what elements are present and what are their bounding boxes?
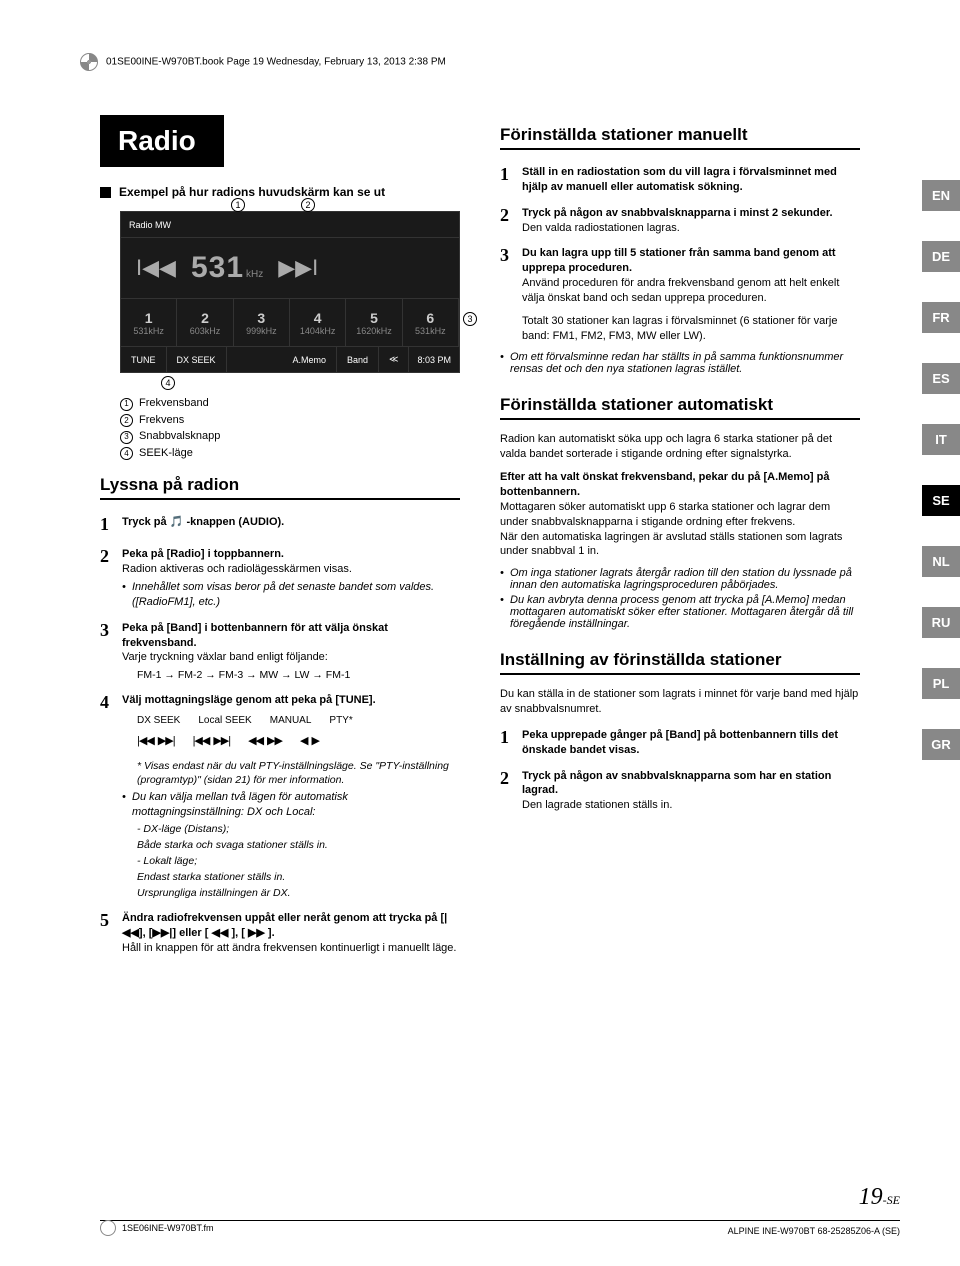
legend-item: 2Frekvens	[120, 412, 460, 429]
preset-2: 2603kHz	[177, 299, 233, 346]
rs-amemo: A.Memo	[283, 347, 338, 372]
page-title: Radio	[100, 115, 224, 167]
pa-p1: Radion kan automatiskt söka upp och lagr…	[500, 432, 860, 462]
tp-s1: Peka upprepade gånger på [Band] på botte…	[522, 725, 860, 758]
pm-step3: Du kan lagra upp till 5 stationer från s…	[522, 243, 860, 305]
legend-item: 4SEEK-läge	[120, 445, 460, 462]
preset-5: 51620kHz	[346, 299, 402, 346]
callout-2: 2	[301, 198, 315, 212]
page-number: 19-SE	[859, 1184, 900, 1211]
rs-time: 8:03 PM	[409, 355, 459, 365]
rs-dxseek: DX SEEK	[167, 347, 227, 372]
seek-mode: Local SEEK	[198, 714, 251, 728]
preset-1: 1531kHz	[121, 299, 177, 346]
footer-left: 1SE06INE-W970BT.fm	[100, 1220, 214, 1236]
callout-4: 4	[161, 376, 175, 390]
rs-band-btn: Band	[337, 347, 379, 372]
pm-step2: Tryck på någon av snabbvalsknapparna i m…	[522, 203, 860, 236]
callout-3: 3	[463, 312, 477, 326]
preset-3: 3999kHz	[234, 299, 290, 346]
lang-tab-nl[interactable]: NL	[922, 546, 960, 577]
callout-1: 1	[231, 198, 245, 212]
section-preset-manual: Förinställda stationer manuellt	[500, 125, 860, 150]
lang-tab-es[interactable]: ES	[922, 363, 960, 394]
legend-item: 1Frekvensband	[120, 395, 460, 412]
section-preset-auto: Förinställda stationer automatiskt	[500, 395, 860, 420]
footer-right: ALPINE INE-W970BT 68-25285Z06-A (SE)	[728, 1226, 900, 1236]
lang-tab-ru[interactable]: RU	[922, 607, 960, 638]
lang-tab-fr[interactable]: FR	[922, 302, 960, 333]
skip-fwd-icon: ▶▶I	[278, 255, 318, 281]
step4: Välj mottagningsläge genom att peka på […	[122, 690, 460, 900]
pa-n2: Du kan avbryta denna process genom att t…	[500, 594, 860, 630]
rs-freq: 531	[191, 251, 244, 284]
rs-band: Radio MW	[129, 220, 171, 230]
pm-tail: Totalt 30 stationer kan lagras i förvals…	[522, 314, 860, 344]
tp-s2: Tryck på någon av snabbvalsknapparna som…	[522, 766, 860, 814]
radio-screen-mock: 1 2 3 4 Radio MW I◀◀ 531kHz ▶▶I 1531kHz2…	[120, 211, 460, 373]
lang-tab-it[interactable]: IT	[922, 424, 960, 455]
lang-tab-se[interactable]: SE	[922, 485, 960, 516]
lang-tab-de[interactable]: DE	[922, 241, 960, 272]
tp-p1: Du kan ställa in de stationer som lagrat…	[500, 687, 860, 717]
step3: Peka på [Band] i bottenbannern för att v…	[122, 618, 460, 683]
step5: Ändra radiofrekvensen uppåt eller neråt …	[122, 908, 460, 956]
pa-n1: Om inga stationer lagrats återgår radion…	[500, 567, 860, 591]
intro-text: Exempel på hur radions huvudskärm kan se…	[100, 185, 460, 199]
seek-mode: DX SEEK	[137, 714, 180, 728]
lang-tab-gr[interactable]: GR	[922, 729, 960, 760]
preset-6: 6531kHz	[403, 299, 459, 346]
rs-tune: TUNE	[121, 347, 167, 372]
pm-step1: Ställ in en radiostation som du vill lag…	[522, 162, 860, 195]
section-tune-preset: Inställning av förinställda stationer	[500, 650, 860, 675]
seek-mode: PTY*	[329, 714, 352, 728]
preset-4: 41404kHz	[290, 299, 346, 346]
lang-tab-en[interactable]: EN	[922, 180, 960, 211]
seek-mode: MANUAL	[270, 714, 312, 728]
doc-header: 01SE00INE-W970BT.book Page 19 Wednesday,…	[80, 53, 446, 71]
section-listen: Lyssna på radion	[100, 475, 460, 500]
pm-note: Om ett förvalsminne redan har ställts in…	[500, 351, 860, 375]
rs-back: ≪	[379, 347, 409, 372]
step2: Peka på [Radio] i toppbannern. Radion ak…	[122, 544, 460, 609]
lang-tab-pl[interactable]: PL	[922, 668, 960, 699]
step1: Tryck på 🎵 -knappen (AUDIO).	[122, 512, 460, 536]
skip-back-icon: I◀◀	[136, 255, 176, 281]
pa-p2: Efter att ha valt önskat frekvensband, p…	[500, 470, 860, 559]
legend-item: 3Snabbvalsknapp	[120, 428, 460, 445]
